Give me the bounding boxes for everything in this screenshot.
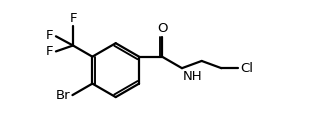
Text: F: F <box>46 29 53 42</box>
Text: Br: Br <box>56 89 71 102</box>
Text: F: F <box>46 45 53 58</box>
Text: Cl: Cl <box>240 62 253 75</box>
Text: F: F <box>69 12 77 25</box>
Text: NH: NH <box>183 70 203 83</box>
Text: O: O <box>157 22 167 35</box>
